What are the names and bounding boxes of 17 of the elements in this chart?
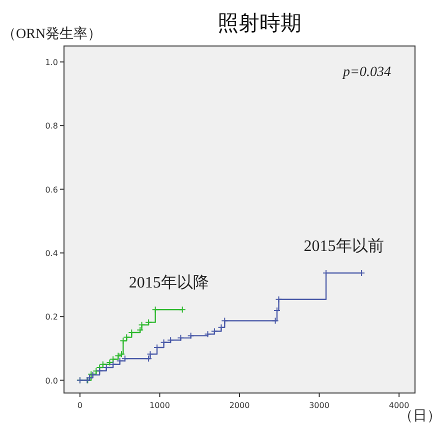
series-label: 2015年以前: [304, 236, 384, 255]
y-axis-title: （ORN発生率）: [2, 26, 102, 42]
x-tick-label: 1000: [150, 401, 170, 410]
y-tick-label: 0.6: [45, 185, 58, 194]
series-label: 2015年以降: [128, 274, 209, 292]
annotation: p=0.034: [342, 65, 391, 80]
y-tick-label: 0.4: [45, 248, 58, 258]
x-tick-label: 2000: [229, 401, 250, 410]
y-tick-label: 1.0: [45, 58, 58, 67]
y-tick-label: 0.2: [45, 312, 58, 322]
x-tick-label: 3000: [309, 401, 330, 410]
y-tick-label: 0.8: [45, 122, 58, 131]
y-tick-label: 0.0: [45, 376, 58, 386]
x-tick-label: 4000: [388, 401, 410, 410]
chart-title: 照射時期: [218, 11, 302, 35]
x-tick-label: 0: [77, 401, 82, 410]
x-axis-title: （日）: [399, 409, 441, 423]
